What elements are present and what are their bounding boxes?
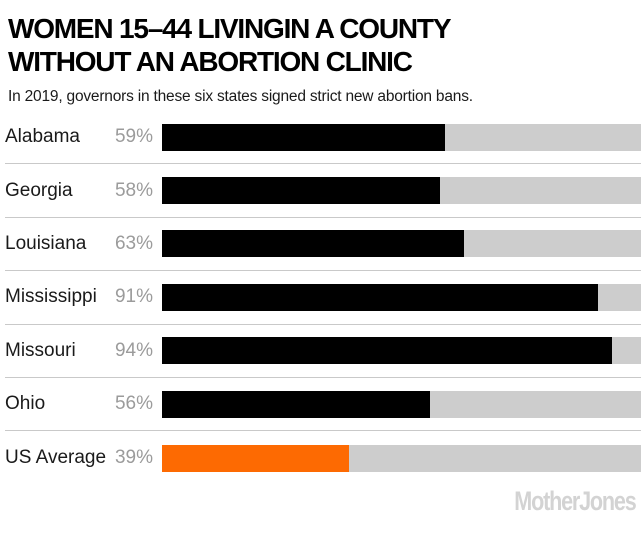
row-category-label: Georgia <box>5 179 73 201</box>
mother-jones-logo: MotherJones <box>514 486 637 516</box>
bar-track <box>162 390 641 418</box>
bar-fill <box>162 123 445 151</box>
chart-row: Ohio 56% <box>5 378 641 432</box>
bar-fill <box>162 390 431 418</box>
chart-row: Louisiana 63% <box>5 218 641 272</box>
bar-chart: Alabama 59% Georgia 58% Louisiana 63% Mississi… <box>5 111 641 485</box>
chart-title: WOMEN 15–44 LIVINGIN A COUNTY WITHOUT AN … <box>8 12 635 78</box>
chart-title-line1: WOMEN 15–44 LIVINGIN A COUNTY <box>8 13 452 44</box>
row-value-label: 91% <box>114 286 153 308</box>
bar-fill <box>162 337 613 365</box>
bar-track <box>162 337 641 365</box>
row-value-label: 56% <box>114 393 153 415</box>
bar-track <box>162 283 641 311</box>
chart-row: Georgia 58% <box>5 164 641 218</box>
bar-track <box>162 230 641 258</box>
chart-row: Alabama 59% <box>5 111 641 165</box>
chart-title-line2: WITHOUT AN ABORTION CLINIC <box>8 46 413 77</box>
chart-row: Missouri 94% <box>5 325 641 378</box>
row-category-label: Louisiana <box>5 232 87 254</box>
chart-subtitle: In 2019, governors in these six states s… <box>8 88 473 105</box>
bar-track <box>162 123 641 151</box>
bar-fill <box>162 283 598 311</box>
row-category-label: Mississippi <box>5 286 97 308</box>
bar-fill <box>162 230 464 258</box>
chart-row: US Average 39% <box>5 431 641 484</box>
row-category-label: Alabama <box>5 126 80 148</box>
row-category-label: Missouri <box>5 339 76 361</box>
row-value-label: 63% <box>114 232 153 254</box>
row-value-label: 58% <box>114 179 153 201</box>
row-category-label: Ohio <box>5 393 46 415</box>
row-value-label: 39% <box>114 447 153 469</box>
bar-fill <box>162 444 349 472</box>
row-value-label: 59% <box>114 126 153 148</box>
bar-fill <box>162 177 440 205</box>
bar-track <box>162 444 641 472</box>
chart-row: Mississippi 91% <box>5 271 641 325</box>
row-category-label: US Average <box>5 447 107 469</box>
bar-track <box>162 177 641 205</box>
chart-header: WOMEN 15–44 LIVINGIN A COUNTY WITHOUT AN … <box>0 0 643 106</box>
row-value-label: 94% <box>114 339 153 361</box>
